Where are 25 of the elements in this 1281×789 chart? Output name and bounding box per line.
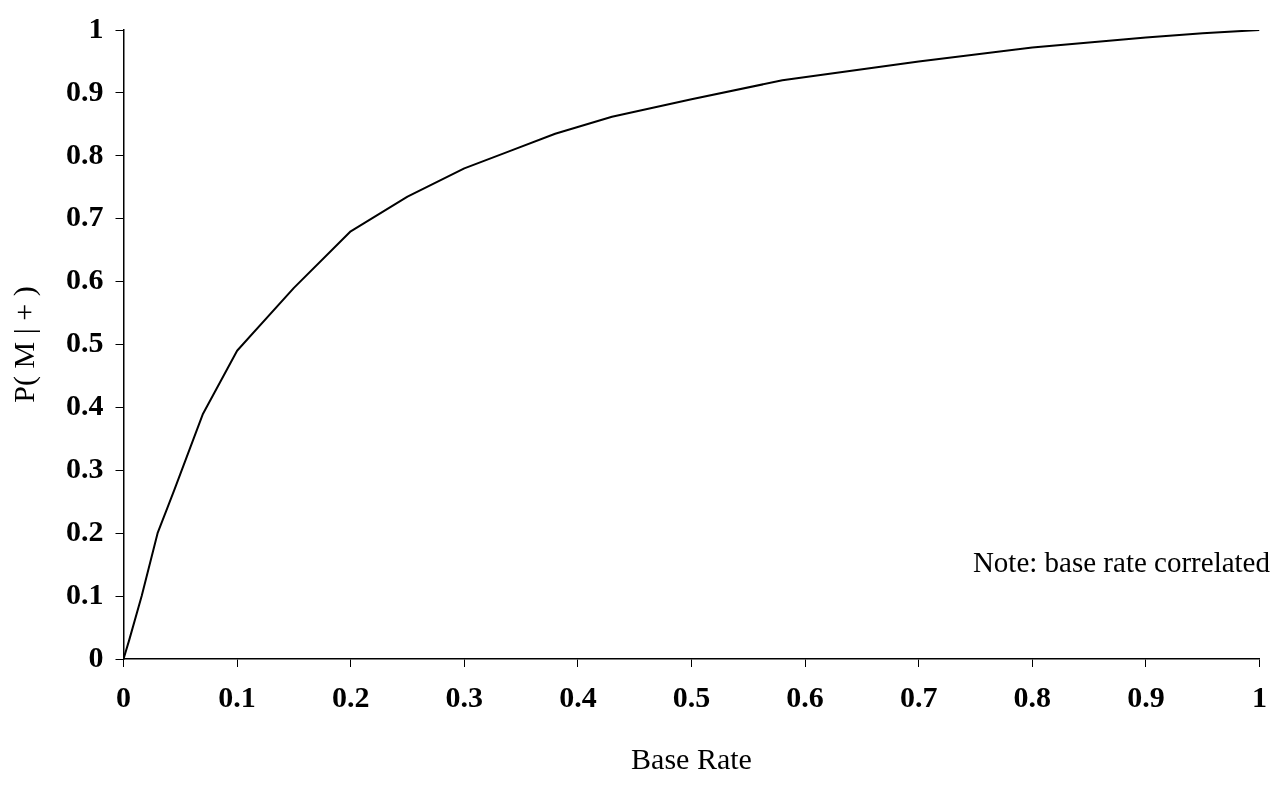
x-tick-label: 0.2 (331, 679, 370, 713)
y-tick-label: 0.8 (66, 136, 104, 170)
y-axis-title: P( M | + ) (6, 286, 41, 403)
y-tick-label: 0.5 (66, 325, 104, 359)
x-tick-label: 0.4 (559, 679, 597, 713)
y-tick-label: 0.6 (66, 262, 104, 296)
y-tick-label: 0.3 (66, 451, 104, 485)
x-tick-label: 0 (116, 679, 131, 713)
y-tick-label: 0 (88, 639, 104, 673)
y-tick-label: 0.4 (66, 388, 104, 422)
y-tick-label: 0.7 (66, 199, 104, 233)
y-tick-label: 0.9 (66, 73, 104, 107)
x-tick-label: 0.3 (445, 679, 484, 713)
x-tick-label: 0.5 (672, 679, 711, 713)
x-tick-label: 1 (1252, 679, 1267, 713)
y-tick-label: 1 (88, 10, 104, 44)
x-tick-label: 0.6 (786, 679, 824, 713)
x-axis-title: Base Rate (631, 741, 752, 775)
x-tick-label: 0.8 (1013, 679, 1052, 713)
x-tick-label: 0.7 (899, 679, 938, 713)
y-tick-label: 0.2 (66, 513, 104, 547)
annotation: Note: base rate correlated (972, 546, 1271, 579)
y-tick-label: 0.1 (66, 576, 104, 610)
x-tick-label: 0.9 (1127, 679, 1165, 713)
x-tick-label: 0.1 (218, 679, 256, 713)
